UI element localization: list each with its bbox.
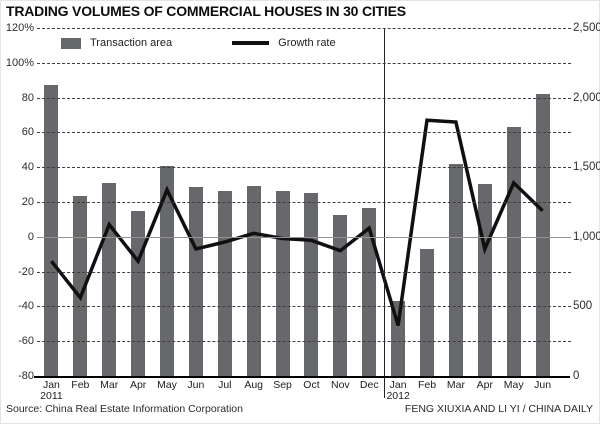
source-text: Source: China Real Estate Information Co… xyxy=(6,403,243,415)
gridline xyxy=(37,132,571,134)
month-slot: Feb xyxy=(413,28,442,391)
month-slot: Jun xyxy=(528,28,557,391)
bar-jun-5 xyxy=(188,186,203,376)
bar-mar-14 xyxy=(448,164,463,376)
month-label: Jan xyxy=(42,379,60,391)
left-axis-tick: -60 xyxy=(18,335,34,348)
month-slot: May xyxy=(153,28,182,391)
month-label: May xyxy=(157,379,177,391)
month-label: Sep xyxy=(273,379,292,391)
month-label: Jun xyxy=(534,379,552,391)
month-slot: Feb xyxy=(66,28,95,391)
left-axis-tick: 0 xyxy=(27,230,34,243)
month-label: Mar xyxy=(446,379,465,391)
month-label: Mar xyxy=(100,379,119,391)
bar-nov-10 xyxy=(333,214,348,376)
month-label: Feb xyxy=(71,379,90,391)
right-axis-tick: 0 xyxy=(573,370,580,382)
gridline xyxy=(37,202,571,203)
left-axis: 120% 100% 80 60 40 20 0 -20 -40 -60 -80 xyxy=(1,22,34,382)
right-axis: 2,500 2,000 1,500 1,000 500 0 xyxy=(573,22,600,382)
left-axis-tick: 60 xyxy=(21,126,34,139)
zero-gridline xyxy=(37,236,571,238)
left-axis-tick: 40 xyxy=(21,161,34,174)
right-axis-tick: 2,000 xyxy=(573,91,600,104)
left-axis-tick: -80 xyxy=(18,370,34,382)
month-label: May xyxy=(503,379,524,391)
left-axis-tick: 100% xyxy=(5,56,34,69)
bar-feb-13 xyxy=(420,249,435,376)
month-label: Nov xyxy=(331,379,350,391)
gridline xyxy=(37,97,571,99)
year-separator-line xyxy=(383,28,385,398)
left-axis-tick: -40 xyxy=(18,300,34,313)
legend-item-transaction-area: Transaction area xyxy=(61,37,172,49)
legend-label: Transaction area xyxy=(90,37,173,49)
gridline xyxy=(37,341,571,343)
line-swatch-icon xyxy=(232,41,270,45)
growth-rate-line xyxy=(50,118,544,326)
gridline xyxy=(37,271,571,273)
month-slot: Dec xyxy=(355,28,384,391)
month-slot: Mar xyxy=(441,28,470,391)
month-slot: Jun xyxy=(181,28,210,391)
left-axis-tick: 20 xyxy=(21,196,34,208)
month-label: Feb xyxy=(417,379,437,391)
year-label: 2011 xyxy=(40,390,63,402)
month-label: Dec xyxy=(359,379,379,391)
right-axis-tick: 2,500 xyxy=(573,22,600,34)
month-label: Oct xyxy=(303,379,320,391)
bar-jun-17 xyxy=(535,94,550,376)
bar-jan-0 xyxy=(44,85,59,376)
bar-feb-1 xyxy=(73,196,88,376)
chart-title: TRADING VOLUMES OF COMMERCIAL HOUSES IN … xyxy=(6,3,406,19)
growth-line-layer xyxy=(50,118,544,326)
gridline xyxy=(37,28,571,29)
plot-area: Jan 2011 Feb Mar Apr May Jun Jul Aug Sep Oct Nov Dec… xyxy=(34,28,571,402)
month-label: Apr xyxy=(476,379,493,391)
year-label: 2012 xyxy=(386,390,410,402)
month-slot: Nov xyxy=(326,28,355,391)
credit-text: FENG XIUXIA AND LI YI / CHINA DAILY xyxy=(404,403,593,415)
month-label: Jun xyxy=(187,379,205,391)
left-axis-tick: -20 xyxy=(18,265,34,278)
gridline xyxy=(37,167,571,169)
month-label: Apr xyxy=(129,379,147,391)
right-axis-tick: 500 xyxy=(573,300,593,313)
month-label: Jul xyxy=(218,379,232,391)
bar-dec-11 xyxy=(362,207,377,376)
gridline xyxy=(37,62,571,64)
bar-may-4 xyxy=(160,165,174,376)
right-axis-tick: 1,500 xyxy=(573,161,600,174)
gridline xyxy=(37,306,571,308)
bar-swatch-icon xyxy=(61,37,81,49)
left-axis-tick: 80 xyxy=(21,91,34,104)
month-label: Aug xyxy=(244,379,264,391)
legend-item-growth-rate: Growth rate xyxy=(232,37,336,49)
legend-label: Growth rate xyxy=(278,37,336,49)
x-axis-line xyxy=(34,376,570,378)
month-slot: Jan 2011 xyxy=(37,28,66,402)
legend: Transaction area Growth rate xyxy=(61,37,336,49)
month-label: Jan xyxy=(389,379,407,391)
left-axis-tick: 120% xyxy=(5,22,34,34)
right-axis-tick: 1,000 xyxy=(573,230,600,243)
